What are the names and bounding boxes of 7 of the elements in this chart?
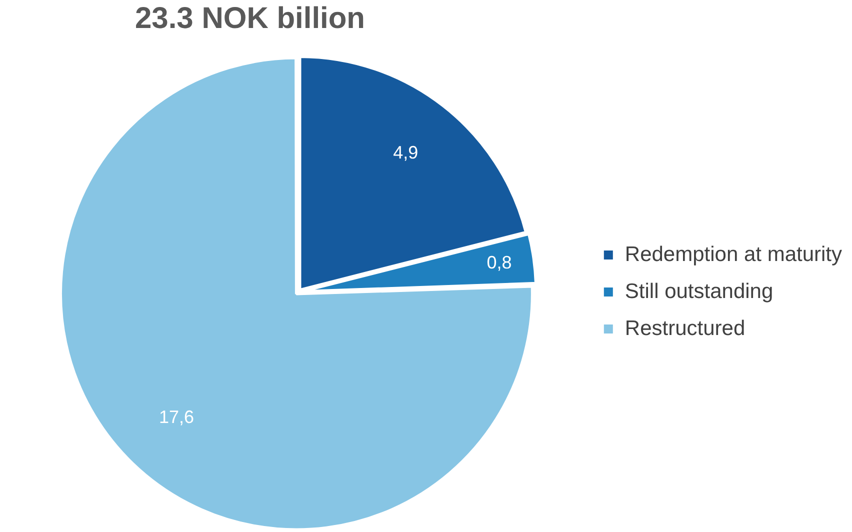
data-label: 0,8 <box>486 252 512 272</box>
legend-label: Still outstanding <box>624 280 774 303</box>
legend-label: Restructured <box>624 316 746 340</box>
legend-label: Redemption at maturity <box>624 242 842 266</box>
chart-title: 23.3 NOK billion <box>134 2 366 36</box>
data-label: 4,9 <box>393 142 418 163</box>
data-label: 17,6 <box>158 406 194 427</box>
